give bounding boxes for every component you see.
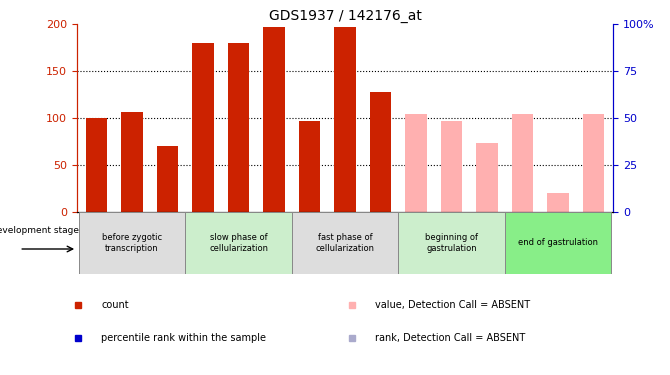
- Bar: [441, 121, 462, 212]
- Bar: [86, 118, 107, 212]
- Text: end of gastrulation: end of gastrulation: [518, 238, 598, 248]
- Bar: [370, 92, 391, 212]
- Bar: [405, 114, 427, 212]
- Bar: [157, 146, 178, 212]
- Text: before zygotic
transcription: before zygotic transcription: [102, 233, 162, 252]
- Bar: [398, 212, 505, 274]
- Bar: [547, 193, 569, 212]
- Bar: [292, 212, 398, 274]
- Bar: [476, 142, 498, 212]
- Bar: [263, 27, 285, 212]
- Bar: [299, 121, 320, 212]
- Bar: [192, 43, 214, 212]
- Bar: [334, 27, 356, 212]
- Bar: [505, 212, 611, 274]
- Text: beginning of
gastrulation: beginning of gastrulation: [425, 233, 478, 252]
- Text: development stage: development stage: [0, 226, 78, 235]
- Text: value, Detection Call = ABSENT: value, Detection Call = ABSENT: [375, 300, 530, 310]
- Text: percentile rank within the sample: percentile rank within the sample: [101, 333, 266, 343]
- Bar: [121, 112, 143, 212]
- Text: slow phase of
cellularization: slow phase of cellularization: [209, 233, 268, 252]
- Text: fast phase of
cellularization: fast phase of cellularization: [316, 233, 375, 252]
- Bar: [512, 114, 533, 212]
- Title: GDS1937 / 142176_at: GDS1937 / 142176_at: [269, 9, 421, 23]
- Bar: [228, 43, 249, 212]
- Bar: [186, 212, 292, 274]
- Text: rank, Detection Call = ABSENT: rank, Detection Call = ABSENT: [375, 333, 525, 343]
- Bar: [583, 114, 604, 212]
- Text: count: count: [101, 300, 129, 310]
- Bar: [79, 212, 186, 274]
